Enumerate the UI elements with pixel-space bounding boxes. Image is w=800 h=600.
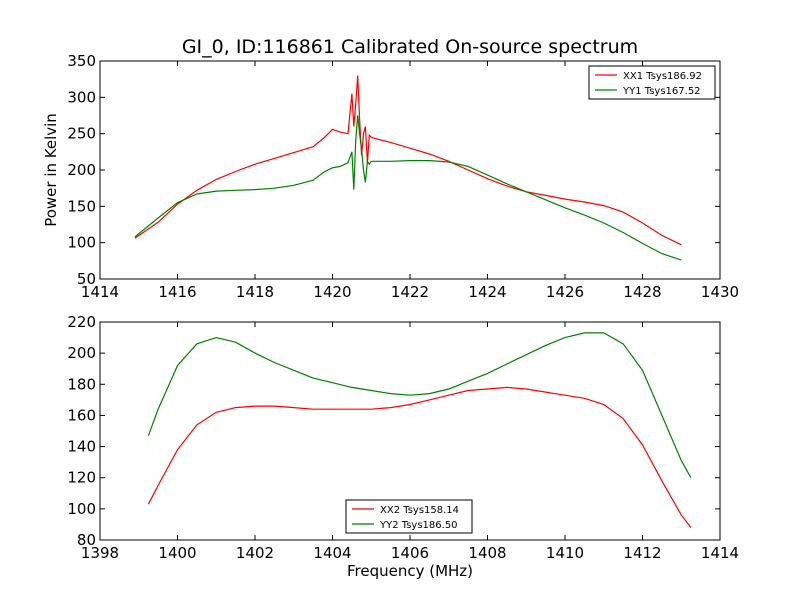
top-panel: 1414 1416 1418 1420 1422 1424 1426 1428 1430 50 10… bbox=[42, 52, 739, 301]
legend-label: YY1 Tsys167.52 bbox=[622, 86, 701, 97]
x-tick-label: 1404 bbox=[313, 544, 351, 562]
x-tick-label: 1430 bbox=[701, 283, 739, 301]
x-tick-label: 1424 bbox=[468, 283, 506, 301]
series-line-2-1 bbox=[147, 386, 692, 528]
series-line-1-2 bbox=[134, 115, 682, 261]
x-tick-label: 1410 bbox=[546, 544, 584, 562]
x-tick-label: 1398 bbox=[81, 544, 119, 562]
series-line-2-2 bbox=[147, 332, 692, 478]
legend-box bbox=[588, 65, 716, 100]
y-tick-label: 220 bbox=[67, 313, 96, 331]
legend-label: XX2 Tsys158.14 bbox=[380, 505, 459, 516]
y-tick-label: 50 bbox=[77, 270, 96, 288]
x-tick-label: 1416 bbox=[158, 283, 196, 301]
chart-title: GI_0, ID:116861 Calibrated On-source spe… bbox=[182, 36, 638, 58]
bottom-panel: 1398 1400 1402 1404 1406 1408 1410 1412 1414 80 10… bbox=[67, 313, 739, 580]
legend-box bbox=[345, 499, 473, 534]
y-tick-label: 100 bbox=[67, 234, 96, 252]
x-tick-label: 1418 bbox=[236, 283, 274, 301]
x-tick-label: 1422 bbox=[391, 283, 429, 301]
legend: XX2 Tsys158.14 YY2 Tsys186.50 bbox=[345, 499, 473, 534]
y-tick-label: 100 bbox=[67, 500, 96, 518]
x-tick-label: 1428 bbox=[623, 283, 661, 301]
x-tick-label: 1400 bbox=[158, 544, 196, 562]
x-axis-label: Frequency (MHz) bbox=[347, 562, 473, 580]
legend-label: XX1 Tsys186.92 bbox=[623, 71, 702, 82]
y-tick-label: 300 bbox=[67, 88, 96, 106]
y-tick-label: 250 bbox=[67, 125, 96, 143]
y-tick-label: 350 bbox=[67, 52, 96, 70]
y-tick-label: 150 bbox=[67, 197, 96, 215]
x-tick-label: 1406 bbox=[391, 544, 429, 562]
x-tick-label: 1420 bbox=[313, 283, 351, 301]
x-tick-label: 1426 bbox=[546, 283, 584, 301]
legend: XX1 Tsys186.92 YY1 Tsys167.52 bbox=[588, 65, 716, 100]
y-axis-label: Power in Kelvin bbox=[42, 113, 60, 227]
legend-label: YY2 Tsys186.50 bbox=[379, 520, 458, 531]
series-line-1-1 bbox=[134, 75, 682, 246]
x-tick-label: 1414 bbox=[81, 283, 119, 301]
y-tick-label: 160 bbox=[67, 406, 96, 424]
y-tick-label: 80 bbox=[77, 531, 96, 549]
y-tick-label: 120 bbox=[67, 469, 96, 487]
x-tick-label: 1414 bbox=[701, 544, 739, 562]
x-tick-label: 1402 bbox=[236, 544, 274, 562]
y-tick-label: 140 bbox=[67, 438, 96, 456]
y-tick-label: 200 bbox=[67, 344, 96, 362]
y-tick-label: 200 bbox=[67, 161, 96, 179]
x-tick-label: 1408 bbox=[468, 544, 506, 562]
x-tick-label: 1412 bbox=[623, 544, 661, 562]
y-tick-label: 180 bbox=[67, 375, 96, 393]
